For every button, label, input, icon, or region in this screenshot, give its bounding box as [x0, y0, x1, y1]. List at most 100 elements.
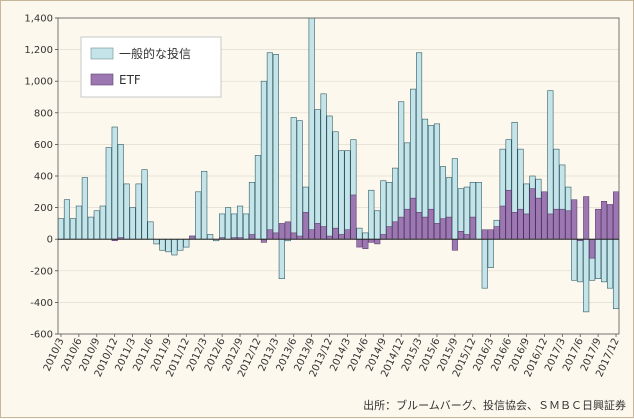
bar-etf	[451, 238, 458, 251]
bar-etf	[272, 232, 279, 240]
bar-fund	[195, 191, 202, 240]
source-note: 出所：ブルームバーグ、投信協会、ＳＭＢＣ日興証券	[363, 398, 626, 412]
bar-fund	[248, 182, 256, 240]
bar-fund	[612, 238, 619, 310]
bar-etf	[481, 229, 488, 240]
bar-etf	[439, 218, 446, 240]
bar-etf	[332, 227, 339, 240]
bar-etf	[535, 197, 542, 240]
bar-etf	[278, 223, 285, 240]
bar-fund	[236, 205, 244, 240]
legend: 一般的な投信 ETF	[80, 36, 222, 98]
bar-etf	[505, 189, 512, 240]
bar-fund	[332, 131, 339, 240]
bar-etf	[589, 238, 596, 259]
bar-fund	[225, 207, 232, 240]
bar-etf	[356, 238, 363, 248]
y-axis-ticks: 1,400 1,200 1,000 800 600 400 200 0 -200 -400 -600	[24, 14, 58, 341]
y-tick-label: 600	[34, 140, 53, 151]
bar-fund	[362, 232, 369, 240]
bar-fund	[344, 150, 351, 240]
bar-fund	[135, 183, 142, 240]
bar-etf	[511, 212, 518, 240]
bar-etf	[499, 205, 506, 240]
bar-etf	[308, 229, 315, 240]
bar-fund	[254, 155, 261, 240]
bar-etf	[338, 234, 345, 240]
bar-etf	[410, 197, 417, 240]
y-tick-label: 1,200	[24, 45, 53, 56]
bar-fund	[272, 54, 279, 240]
bar-etf	[392, 221, 399, 240]
bar-etf	[374, 238, 381, 245]
bar-etf	[607, 204, 614, 240]
bar-fund	[338, 150, 345, 240]
legend-label-etf: ETF	[119, 73, 141, 87]
bar-etf	[601, 201, 608, 240]
y-tick-label: -600	[30, 330, 53, 341]
bar-fund	[368, 189, 375, 240]
bar-fund	[63, 199, 70, 240]
bar-fund	[577, 238, 584, 283]
bar-etf	[565, 210, 572, 240]
bar-fund	[266, 52, 273, 240]
bar-etf	[523, 213, 530, 240]
bar-etf	[547, 213, 554, 240]
bar-etf	[398, 216, 405, 240]
bar-etf	[493, 226, 500, 240]
bar-fund	[618, 238, 619, 281]
legend-swatch-fund	[90, 47, 114, 60]
y-tick-label: 1,400	[24, 14, 53, 25]
bar-fund	[475, 182, 482, 240]
bar-fund	[147, 221, 154, 240]
legend-swatch-etf	[90, 73, 114, 86]
y-tick-label: 800	[34, 108, 53, 119]
bar-etf	[314, 223, 321, 240]
bar-etf	[320, 226, 327, 240]
bar-etf	[386, 226, 393, 240]
bar-fund	[153, 238, 160, 245]
bar-etf	[559, 208, 566, 240]
bar-fund	[260, 80, 267, 240]
bar-fund	[159, 238, 166, 251]
bar-etf	[404, 208, 411, 240]
bar-fund	[165, 238, 172, 253]
bar-fund	[451, 158, 458, 240]
bar-etf	[422, 216, 429, 240]
bar-etf	[529, 188, 536, 240]
bar-fund	[242, 213, 250, 240]
bar-fund	[231, 213, 238, 240]
bar-etf	[344, 229, 351, 240]
bar-fund	[129, 207, 136, 240]
bar-etf	[517, 208, 524, 240]
bar-fund	[87, 216, 94, 240]
y-tick-label: -400	[30, 298, 53, 309]
bar-fund	[356, 227, 363, 240]
bar-fund	[171, 238, 178, 256]
bar-fund	[111, 126, 118, 240]
bar-fund	[433, 123, 441, 240]
y-tick-label: -200	[30, 266, 53, 277]
x-axis-ticks: 2010/32010/62010/92010/122011/32011/6201…	[42, 334, 622, 379]
bar-fund	[99, 205, 106, 240]
bar-etf	[583, 196, 590, 240]
bar-fund	[625, 239, 630, 283]
bar-etf	[457, 231, 464, 240]
bar-etf	[284, 221, 291, 240]
bar-fund	[296, 120, 303, 240]
bar-etf	[248, 234, 255, 240]
bar-etf	[350, 194, 357, 240]
bar-fund	[117, 144, 124, 240]
bar-etf	[428, 208, 435, 240]
bar-etf	[380, 234, 387, 240]
bar-fund	[183, 238, 190, 248]
legend-box	[80, 36, 222, 98]
bar-etf	[433, 223, 440, 240]
bar-fund	[201, 170, 208, 240]
bar-etf	[302, 212, 309, 240]
y-tick-label: 200	[34, 203, 53, 214]
bar-etf	[487, 229, 494, 240]
y-tick-label: 1,000	[24, 77, 53, 88]
